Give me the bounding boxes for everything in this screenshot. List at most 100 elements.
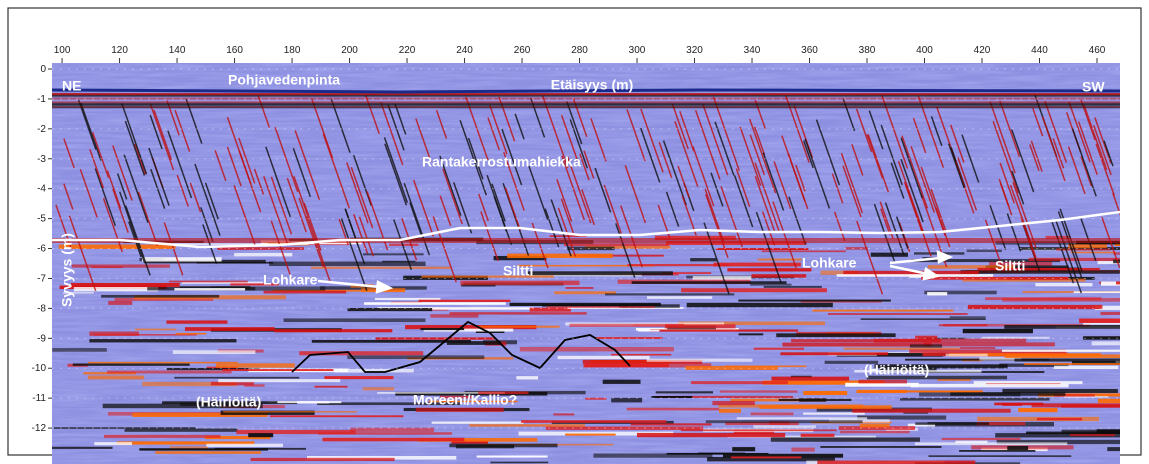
- y-tick-label: -4: [37, 184, 46, 195]
- band: [722, 453, 844, 458]
- streak: [79, 168, 98, 218]
- streak: [815, 119, 841, 186]
- band: [116, 441, 255, 445]
- band: [527, 271, 673, 276]
- y-tick-label: -2: [37, 124, 46, 135]
- band: [919, 371, 1045, 373]
- band: [576, 254, 664, 257]
- band: [630, 423, 712, 426]
- x-tick-label: 140: [169, 45, 186, 56]
- streak: [1051, 221, 1075, 284]
- band: [870, 252, 908, 257]
- band: [493, 256, 547, 261]
- annotation: Siltti: [995, 258, 1025, 274]
- band: [605, 293, 735, 296]
- x-tick-label: 380: [859, 45, 876, 56]
- streak: [358, 216, 375, 257]
- band: [985, 265, 1069, 269]
- band: [950, 392, 1066, 396]
- streak: [603, 184, 622, 234]
- band: [966, 249, 1002, 253]
- band: [762, 380, 885, 385]
- streak: [703, 222, 730, 295]
- streak: [804, 138, 831, 209]
- streak: [528, 165, 549, 220]
- band: [771, 376, 850, 381]
- streak: [773, 161, 792, 210]
- band: [139, 448, 268, 451]
- band: [1114, 243, 1120, 247]
- band: [94, 442, 133, 446]
- band: [750, 412, 794, 416]
- band: [244, 384, 265, 387]
- band: [776, 333, 896, 338]
- band: [166, 320, 228, 324]
- band: [476, 455, 548, 458]
- streak: [1052, 138, 1065, 169]
- band: [144, 259, 266, 264]
- streak: [80, 102, 102, 161]
- x-tick-label: 340: [744, 45, 761, 56]
- band: [1007, 445, 1029, 451]
- band: [1024, 363, 1120, 365]
- band: [1002, 402, 1023, 406]
- streak: [176, 174, 189, 207]
- band: [206, 366, 239, 369]
- streak: [487, 117, 500, 151]
- band: [707, 457, 835, 462]
- streak: [488, 104, 508, 155]
- band: [759, 405, 892, 409]
- streak: [306, 215, 332, 284]
- bedrock-line: [291, 320, 631, 373]
- band: [602, 379, 641, 384]
- streak: [1067, 146, 1086, 195]
- streak: [739, 126, 762, 186]
- streak: [665, 191, 680, 227]
- streak: [755, 211, 782, 283]
- streak: [394, 103, 407, 135]
- y-tick-label: -3: [37, 154, 46, 165]
- streak: [1095, 143, 1116, 196]
- band: [107, 370, 232, 374]
- band: [910, 383, 1069, 388]
- band: [827, 313, 968, 315]
- x-tick-label: 160: [226, 45, 243, 56]
- streak: [442, 168, 463, 225]
- band: [206, 443, 283, 447]
- streak: [692, 146, 715, 207]
- annotation: Rantakerrostumahiekka: [422, 154, 581, 170]
- band: [1061, 429, 1120, 434]
- streak: [89, 149, 105, 189]
- band: [1004, 324, 1120, 329]
- band: [101, 294, 220, 298]
- band: [135, 328, 177, 331]
- band: [52, 95, 1120, 98]
- band: [168, 280, 248, 283]
- band: [927, 292, 948, 296]
- band: [757, 258, 802, 261]
- y-tick-label: -5: [37, 214, 46, 225]
- streak: [153, 109, 173, 161]
- streak: [501, 128, 523, 186]
- band: [217, 247, 304, 250]
- streak: [735, 168, 751, 208]
- band: [874, 390, 983, 393]
- band: [1069, 433, 1116, 437]
- band: [905, 358, 1050, 361]
- band: [619, 304, 680, 308]
- streak: [94, 168, 117, 226]
- band: [859, 423, 890, 428]
- band: [377, 391, 505, 394]
- band: [542, 304, 629, 307]
- band: [582, 359, 703, 364]
- band: [924, 290, 997, 295]
- streak: [679, 111, 695, 152]
- streak: [640, 108, 664, 173]
- streak: [91, 132, 110, 179]
- band: [1083, 322, 1120, 325]
- x-tick-label: 460: [1089, 45, 1106, 56]
- streak: [615, 223, 636, 278]
- band: [274, 329, 393, 333]
- streak: [714, 121, 735, 176]
- band: [911, 259, 1061, 263]
